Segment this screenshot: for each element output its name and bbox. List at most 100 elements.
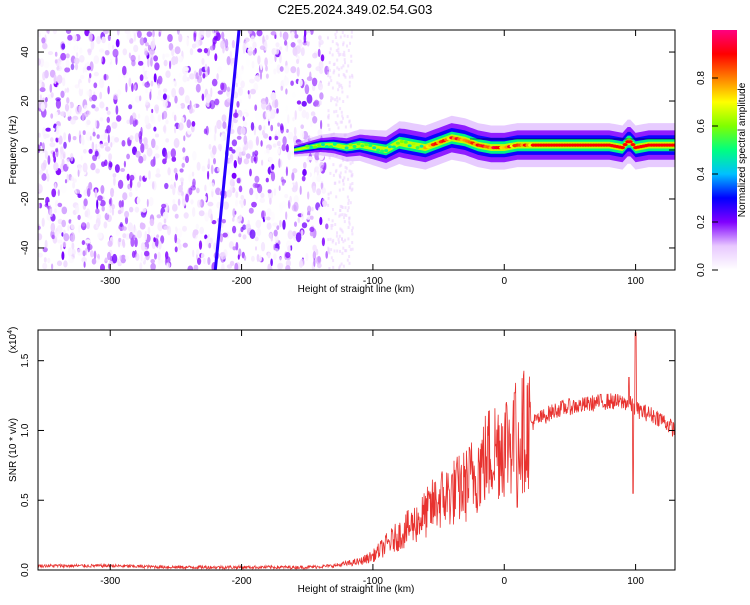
noise-cell xyxy=(249,78,255,84)
noise-cell xyxy=(124,216,129,225)
noise-cell xyxy=(110,142,113,148)
noise-cell xyxy=(60,52,67,61)
noise-cell xyxy=(97,232,103,239)
noise-cell xyxy=(252,49,256,56)
noise-cell xyxy=(84,210,89,218)
noise-fade-cell xyxy=(339,175,342,179)
noise-fade-cell xyxy=(342,264,345,268)
noise-cell xyxy=(42,42,48,50)
noise-cell xyxy=(320,119,323,130)
noise-cell xyxy=(51,234,55,240)
noise-cell xyxy=(57,202,63,208)
noise-cell xyxy=(77,214,81,221)
noise-cell xyxy=(165,251,169,260)
noise-fade-cell xyxy=(341,251,344,255)
noise-cell xyxy=(273,229,278,237)
noise-cell xyxy=(49,83,53,93)
noise-cell xyxy=(294,243,298,249)
noise-cell xyxy=(49,208,54,218)
noise-cell xyxy=(91,94,98,102)
noise-cell xyxy=(114,164,120,173)
y-tick-label: 20 xyxy=(20,95,31,107)
noise-fade-cell xyxy=(332,265,335,269)
noise-cell xyxy=(64,179,68,184)
noise-cell xyxy=(266,147,270,155)
signal-hotspot xyxy=(305,144,310,148)
noise-cell xyxy=(192,229,199,236)
noise-cell xyxy=(108,198,111,205)
noise-cell xyxy=(281,144,287,152)
noise-fade-cell xyxy=(337,50,340,54)
noise-cell xyxy=(174,126,177,134)
spectrogram-signal-band xyxy=(294,115,675,170)
signal-hotspot xyxy=(340,145,345,149)
noise-cell xyxy=(99,91,103,100)
noise-cell xyxy=(171,156,177,162)
noise-cell xyxy=(193,32,197,42)
noise-fade-cell xyxy=(335,103,338,107)
noise-cell xyxy=(142,154,147,162)
noise-fade-cell xyxy=(341,206,344,209)
noise-cell xyxy=(118,200,123,208)
noise-cell xyxy=(292,91,296,99)
noise-cell xyxy=(100,185,105,194)
colorbar-tick-label: 0.2 xyxy=(696,215,707,229)
noise-cell xyxy=(174,213,179,219)
noise-cell xyxy=(115,55,118,66)
noise-cell xyxy=(65,152,71,158)
noise-cell xyxy=(205,30,211,38)
noise-cell xyxy=(235,199,238,207)
noise-cell xyxy=(318,42,321,48)
noise-fade-cell xyxy=(340,228,343,232)
noise-cell xyxy=(270,258,273,267)
noise-cell xyxy=(228,158,233,164)
noise-fade-cell xyxy=(349,123,352,127)
noise-cell xyxy=(201,58,205,65)
noise-cell xyxy=(277,129,281,139)
noise-cell xyxy=(238,185,243,193)
noise-cell xyxy=(164,182,169,190)
noise-cell xyxy=(91,141,95,151)
noise-cell xyxy=(285,104,288,114)
noise-fade-cell xyxy=(342,187,345,191)
noise-cell xyxy=(303,161,307,169)
noise-cell xyxy=(307,205,312,214)
noise-cell xyxy=(201,83,205,89)
noise-cell xyxy=(59,61,65,71)
noise-cell xyxy=(293,195,299,204)
noise-cell xyxy=(61,206,68,215)
noise-cell xyxy=(300,130,305,140)
noise-cell xyxy=(165,70,171,78)
noise-cell xyxy=(298,78,303,87)
noise-fade-cell xyxy=(348,261,351,265)
noise-fade-cell xyxy=(328,127,331,131)
noise-cell xyxy=(140,143,145,154)
noise-cell xyxy=(54,208,58,214)
noise-cell xyxy=(183,212,189,219)
noise-cell xyxy=(320,179,325,184)
noise-cell xyxy=(148,196,154,207)
noise-cell xyxy=(285,46,288,52)
noise-cell xyxy=(231,139,238,147)
noise-cell xyxy=(72,34,78,42)
noise-cell xyxy=(301,211,305,221)
noise-fade-cell xyxy=(339,213,342,217)
noise-cell xyxy=(213,242,217,250)
noise-cell xyxy=(235,218,240,223)
noise-cell xyxy=(287,150,292,161)
noise-cell xyxy=(128,204,134,215)
noise-cell xyxy=(265,109,271,120)
signal-hotspot xyxy=(336,143,341,147)
noise-fade-cell xyxy=(334,121,337,125)
noise-fade-cell xyxy=(337,88,340,92)
y-tick-label: 0.5 xyxy=(20,493,31,507)
noise-cell xyxy=(188,173,192,183)
noise-cell xyxy=(287,230,294,240)
noise-cell xyxy=(285,265,291,270)
noise-cell xyxy=(312,185,316,193)
noise-cell xyxy=(190,185,196,191)
noise-cell xyxy=(210,87,213,98)
noise-cell xyxy=(79,55,85,63)
noise-cell xyxy=(242,121,248,127)
noise-cell xyxy=(195,223,199,230)
